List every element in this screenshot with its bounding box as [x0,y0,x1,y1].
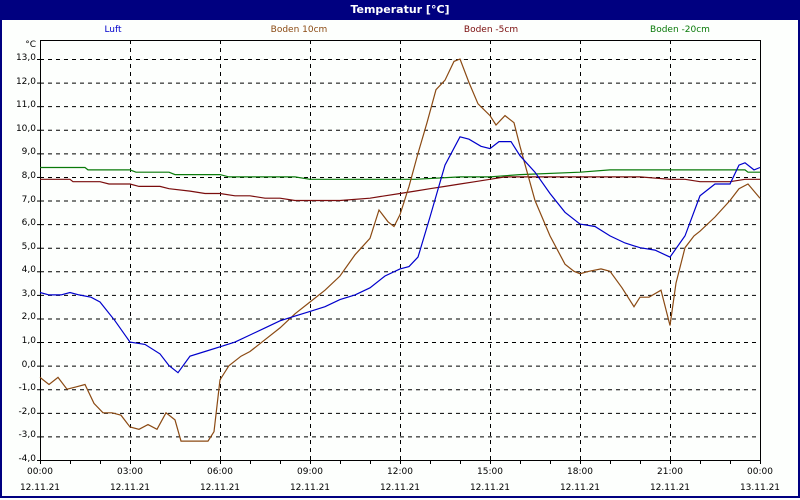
y-tick-label: 2,0 [21,312,36,323]
legend-luft: Luft [104,25,122,35]
y-tick-label: -3,0 [18,430,36,441]
y-tick-label: 3,0 [21,288,36,299]
series-boden-10cm [39,58,761,442]
legend-boden-20cm: Boden -20cm [650,25,710,35]
x-tick-date-label: 12.11.21 [649,483,691,493]
y-axis-unit-label: °C [25,40,36,50]
x-tick-date-label: 12.11.21 [379,483,421,493]
x-tick-date-label: 12.11.21 [469,483,511,493]
x-tick-date-label: 13.11.21 [739,483,781,493]
x-tick-date-label: 12.11.21 [559,483,601,493]
x-tick-time-label: 09:00 [297,467,323,477]
x-tick-time-label: 06:00 [207,467,233,477]
y-tick-label: 5,0 [21,241,36,252]
y-tick-label: -1,0 [18,383,36,394]
x-tick-time-label: 03:00 [117,467,143,477]
x-tick-time-label: 00:00 [27,467,53,477]
y-tick-label: 8,0 [21,170,36,181]
x-tick-date-label: 12.11.21 [289,483,331,493]
y-tick-label: 1,0 [21,336,36,347]
y-tick-label: -4,0 [18,454,36,464]
y-tick-label: 12,0 [15,76,36,87]
y-tick-label: 13,0 [15,53,36,63]
x-tick-time-label: 00:00 [747,467,773,477]
y-tick-label: 7,0 [21,194,36,205]
x-tick-time-label: 18:00 [567,467,593,477]
x-tick-date-label: 12.11.21 [199,483,241,493]
y-tick-label: -2,0 [18,406,36,417]
legend-boden-10cm: Boden 10cm [270,25,328,35]
y-tick-label: 0,0 [21,359,36,370]
y-tick-label: 6,0 [21,218,36,229]
legend-boden-5cm: Boden -5cm [463,25,519,35]
y-tick-label: 10,0 [15,123,36,134]
series-luft [39,136,761,374]
x-tick-date-label: 12.11.21 [109,483,151,493]
x-tick-time-label: 15:00 [477,467,503,477]
y-tick-label: 11,0 [15,100,36,111]
x-tick-time-label: 21:00 [657,467,683,477]
x-tick-date-label: 12.11.21 [19,483,61,493]
series-boden-5cm [40,176,760,202]
x-tick-time-label: 12:00 [387,467,413,477]
y-tick-label: 9,0 [21,147,36,158]
y-tick-label: 4,0 [21,265,36,276]
window-title: Temperatur [°C] [0,0,800,20]
series-boden-20cm [40,166,760,180]
